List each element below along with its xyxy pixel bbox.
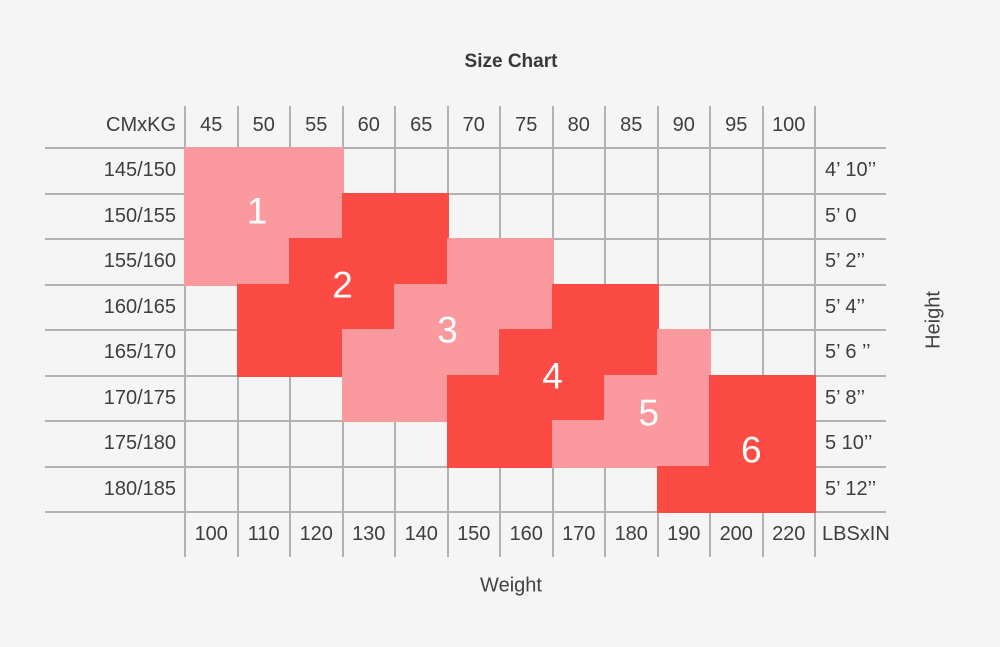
inch-height-label: 5’ 12’’ (825, 477, 877, 500)
lbs-axis-label: 200 (719, 523, 753, 545)
size-region-2-rect (341, 192, 449, 240)
kg-axis-label: 95 (725, 114, 748, 136)
size-region-5-rect (656, 329, 711, 377)
size-region-5-label: 5 (638, 392, 660, 434)
size-region-1-rect (184, 238, 291, 286)
grid-line-horizontal (45, 511, 886, 513)
size-region-4-rect (446, 420, 554, 468)
size-region-4-rect (551, 283, 659, 331)
inch-height-label: 5 10’’ (825, 432, 873, 454)
kg-axis-label: 50 (252, 114, 275, 136)
cm-height-label: 150/155 (103, 204, 176, 227)
cm-height-label: 175/180 (103, 432, 176, 454)
lbs-axis-label: 150 (457, 523, 491, 545)
inch-height-label: 5’ 4’’ (825, 295, 866, 318)
size-region-1-label: 1 (246, 190, 268, 232)
grid-line-vertical (761, 106, 764, 557)
kg-axis-label: 75 (515, 114, 538, 136)
cm-height-label: 145/150 (103, 159, 176, 181)
kg-axis-label: 85 (620, 114, 643, 136)
size-region-1-rect (184, 192, 344, 240)
cm-height-label: 160/165 (103, 295, 176, 318)
cm-height-label: 170/175 (103, 386, 176, 409)
lbs-axis-label: 180 (614, 523, 648, 545)
inch-height-label: 5’ 0 (825, 204, 857, 227)
inch-height-label: 5’ 6 ’’ (825, 341, 871, 363)
cm-height-label: 165/170 (103, 341, 176, 363)
size-region-3-rect (394, 283, 554, 331)
grid-line-horizontal (45, 147, 886, 149)
kg-axis-label: 45 (200, 114, 223, 136)
kg-axis-label: 90 (672, 114, 695, 136)
grid-line-horizontal (45, 192, 886, 195)
size-region-4-label: 4 (542, 355, 563, 396)
size-region-2-rect (236, 283, 396, 331)
kg-axis-label: 60 (357, 114, 380, 136)
size-region-2-rect (289, 238, 449, 286)
chart-title: Size Chart (464, 51, 558, 72)
inch-height-label: 5’ 2’’ (825, 250, 866, 272)
size-region-6-rect (709, 420, 816, 468)
size-region-5-rect (604, 374, 711, 422)
size-region-4-rect (499, 329, 659, 377)
kg-axis-label: 100 (772, 114, 806, 136)
size-region-3-rect (341, 329, 501, 377)
size-region-6-label: 6 (740, 429, 762, 471)
kg-axis-label: 65 (410, 114, 433, 136)
kg-axis-label: 80 (567, 114, 590, 136)
lbs-axis-label: 190 (667, 523, 701, 545)
size-region-2-rect (236, 329, 344, 377)
lbs-axis-label: 120 (299, 523, 333, 545)
size-region-6-rect (656, 465, 816, 513)
cm-height-label: 155/160 (103, 250, 176, 272)
kg-axis-label: 55 (305, 114, 328, 136)
size-region-3-label: 3 (437, 309, 458, 351)
lbs-axis-label: 160 (509, 523, 543, 545)
size-region-3-rect (341, 374, 449, 422)
grid-line-vertical (814, 106, 816, 557)
inch-height-label: 4’ 10’’ (825, 159, 877, 181)
y-axis-title: Height (922, 291, 945, 349)
lbs-axis-label: 140 (404, 523, 438, 545)
lbs-axis-label: 100 (194, 523, 228, 545)
grid-line-vertical (184, 106, 186, 557)
size-region-4-rect (446, 374, 606, 422)
x-axis-title: Weight (480, 574, 542, 597)
lbs-axis-label: 220 (772, 523, 806, 545)
corner-label-cmxkg: CMxKG (106, 114, 176, 136)
cm-height-label: 180/185 (103, 477, 176, 500)
lbs-axis-label: 170 (562, 523, 596, 545)
lbs-axis-label: 110 (247, 523, 280, 545)
size-region-2-label: 2 (332, 264, 353, 305)
lbs-axis-label: 130 (352, 523, 386, 545)
inch-height-label: 5’ 8’’ (825, 386, 866, 409)
size-region-1-rect (184, 147, 344, 195)
size-region-3-rect (446, 238, 554, 286)
kg-axis-label: 70 (462, 114, 485, 136)
size-region-5-rect (551, 420, 711, 468)
size-region-6-rect (709, 374, 816, 422)
lbs-unit-label: LBSxIN (822, 523, 890, 545)
